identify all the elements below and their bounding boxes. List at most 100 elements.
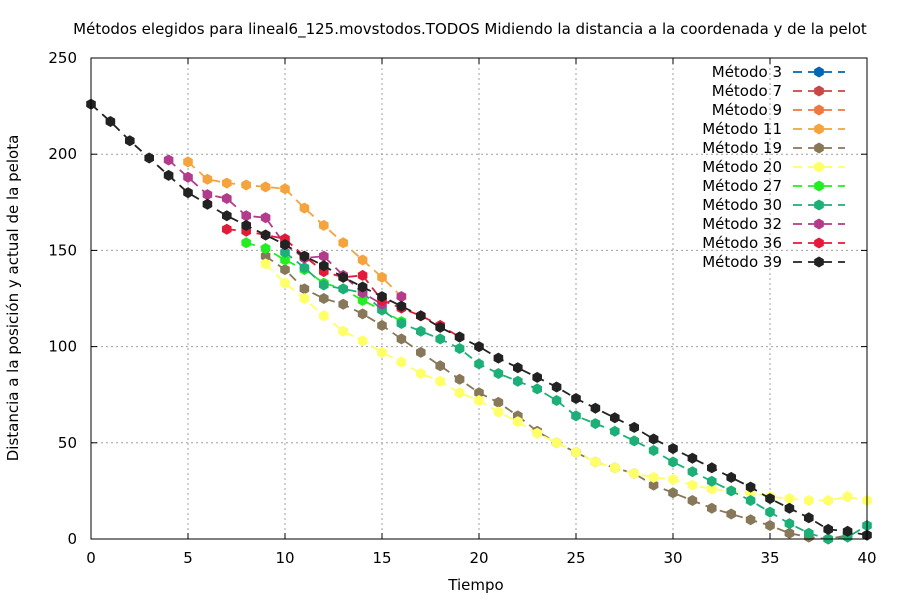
x-axis-title: Tiempo bbox=[447, 576, 503, 594]
data-point bbox=[707, 502, 717, 514]
legend-swatch-marker bbox=[814, 66, 824, 78]
data-point bbox=[357, 254, 368, 266]
data-point bbox=[163, 169, 174, 181]
series-line bbox=[264, 263, 868, 502]
data-point bbox=[396, 318, 407, 329]
data-point bbox=[299, 202, 310, 214]
x-tick-label: 15 bbox=[372, 549, 391, 567]
data-point bbox=[357, 281, 368, 293]
data-point bbox=[784, 527, 795, 539]
data-point bbox=[222, 193, 232, 204]
data-point bbox=[416, 346, 426, 358]
data-point bbox=[726, 471, 736, 483]
data-point bbox=[357, 308, 368, 320]
legend-swatch-marker bbox=[814, 237, 824, 249]
y-tick-label: 150 bbox=[48, 241, 77, 259]
data-point bbox=[222, 210, 232, 222]
data-point bbox=[648, 445, 659, 456]
data-point bbox=[532, 427, 542, 439]
data-point bbox=[319, 260, 329, 272]
data-point bbox=[493, 406, 504, 418]
data-point bbox=[804, 527, 814, 539]
data-point bbox=[648, 433, 659, 445]
legend-label: Método 39 bbox=[702, 253, 782, 271]
data-point bbox=[260, 181, 271, 193]
data-point bbox=[319, 250, 329, 262]
data-point bbox=[823, 523, 833, 535]
data-point bbox=[416, 310, 426, 322]
x-tick-label: 20 bbox=[469, 549, 488, 567]
data-point bbox=[377, 346, 387, 358]
legend-swatch-marker bbox=[814, 218, 824, 230]
x-tick-label: 25 bbox=[566, 549, 585, 567]
data-point bbox=[551, 381, 562, 393]
data-point bbox=[648, 471, 659, 483]
data-point bbox=[571, 393, 581, 404]
data-point bbox=[474, 341, 484, 353]
data-point bbox=[299, 283, 310, 295]
data-point bbox=[357, 269, 368, 281]
data-point bbox=[280, 183, 290, 195]
data-point bbox=[474, 387, 484, 399]
data-point bbox=[299, 262, 310, 274]
data-point bbox=[202, 198, 213, 210]
data-point bbox=[590, 418, 601, 430]
data-point bbox=[726, 485, 736, 497]
data-point bbox=[183, 156, 193, 168]
data-point bbox=[629, 435, 639, 447]
y-tick-label: 0 bbox=[67, 530, 77, 548]
data-point bbox=[338, 271, 348, 283]
legend-swatch-marker bbox=[814, 161, 824, 173]
series bbox=[86, 98, 872, 541]
series-line bbox=[187, 161, 403, 298]
data-point bbox=[319, 293, 329, 304]
x-tick-label: 10 bbox=[275, 549, 294, 567]
data-point bbox=[163, 154, 174, 166]
data-point bbox=[338, 325, 348, 337]
data-point bbox=[513, 416, 523, 428]
data-point bbox=[493, 368, 504, 379]
series-line bbox=[90, 103, 868, 537]
data-point bbox=[687, 466, 698, 478]
data-point bbox=[513, 362, 523, 374]
data-point bbox=[493, 396, 504, 408]
data-point bbox=[280, 246, 290, 258]
data-point bbox=[668, 443, 678, 455]
data-point bbox=[687, 452, 698, 464]
x-tick-label: 0 bbox=[86, 549, 96, 567]
data-point bbox=[260, 258, 271, 270]
legend-swatch-marker bbox=[814, 85, 824, 97]
data-point bbox=[435, 333, 445, 345]
data-point bbox=[435, 375, 445, 387]
x-tick-label: 30 bbox=[663, 549, 682, 567]
data-point bbox=[629, 468, 639, 480]
data-point bbox=[745, 514, 756, 526]
data-point bbox=[338, 237, 348, 249]
data-point bbox=[183, 187, 193, 199]
data-point bbox=[260, 229, 271, 241]
data-point bbox=[396, 333, 407, 345]
series bbox=[183, 156, 407, 303]
data-point bbox=[280, 254, 290, 266]
data-point bbox=[804, 512, 814, 524]
legend-swatch-marker bbox=[814, 142, 824, 154]
x-axis-ticks: 0 5 10 15 20 25 30 35 40 bbox=[86, 58, 877, 567]
data-point bbox=[551, 437, 562, 449]
data-point bbox=[590, 402, 601, 414]
legend-label: Método 30 bbox=[702, 196, 782, 214]
legend-label: Método 20 bbox=[702, 158, 782, 176]
data-point bbox=[493, 352, 504, 364]
data-point bbox=[474, 358, 484, 370]
data-point bbox=[125, 135, 135, 147]
data-point bbox=[144, 152, 154, 164]
y-axis-ticks: 0 50 100 150 200 250 bbox=[48, 49, 867, 548]
data-point bbox=[765, 520, 775, 531]
grid-lines bbox=[91, 58, 867, 539]
y-axis-title: Distancia a la posición y actual de la p… bbox=[4, 135, 22, 462]
data-point bbox=[532, 383, 542, 395]
data-point bbox=[338, 283, 348, 295]
data-point bbox=[610, 412, 620, 424]
legend-label: Método 7 bbox=[712, 82, 782, 100]
